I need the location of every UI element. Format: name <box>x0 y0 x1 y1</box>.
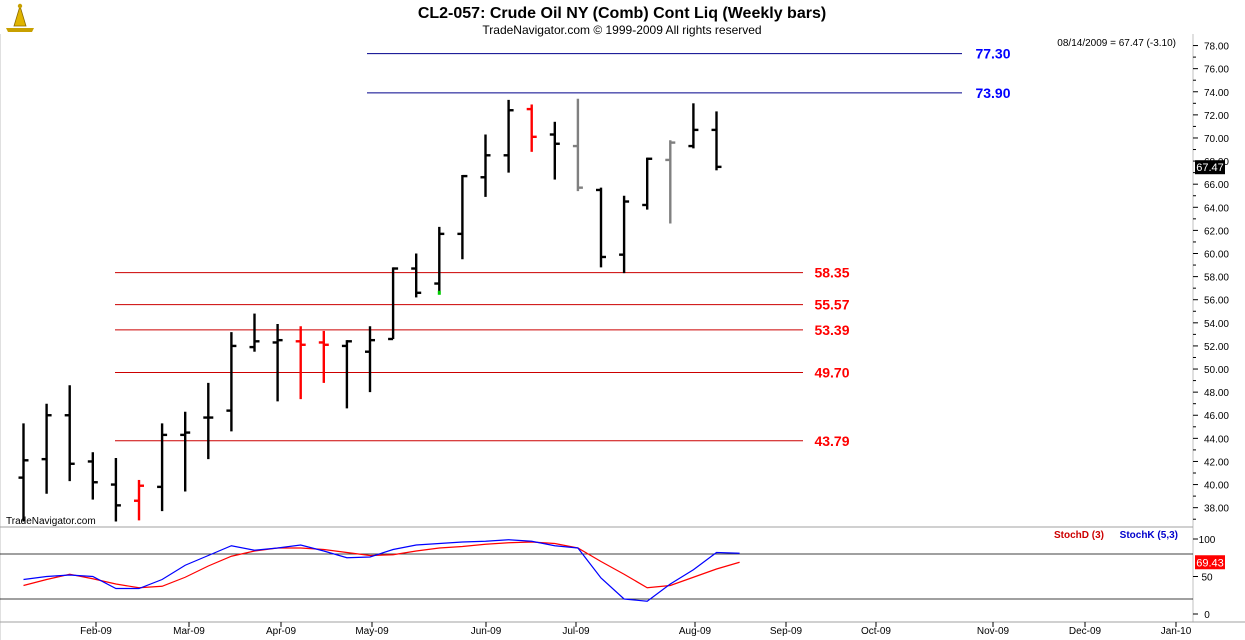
copyright-notice: TradeNavigator.com © 1999-2009 All right… <box>482 23 761 37</box>
price-tick-label-4: 46.00 <box>1204 411 1229 422</box>
price-tick-label-11: 60.00 <box>1204 250 1229 261</box>
stochastic-axis: 0 50 100 <box>1193 535 1216 621</box>
level-label-6: 43.79 <box>814 433 849 449</box>
time-tick-label-8: Oct-09 <box>861 626 891 637</box>
price-bar-17 <box>411 253 422 298</box>
price-tick-label-7: 52.00 <box>1204 342 1229 353</box>
stoch-value: 69.43 <box>1196 557 1224 569</box>
time-tick-label-11: Jan-10 <box>1161 626 1192 637</box>
price-bar-11 <box>272 323 283 402</box>
watermark: TradeNavigator.com <box>6 516 96 527</box>
price-bar-27 <box>642 157 653 210</box>
price-bar-12 <box>295 326 306 400</box>
price-bar-15 <box>365 326 375 393</box>
stoch-tick-label-1: 50 <box>1201 573 1213 584</box>
level-label-1: 73.90 <box>975 85 1010 101</box>
price-bar-26 <box>619 195 630 274</box>
price-tick-label-9: 56.00 <box>1204 296 1229 307</box>
stochk-legend: StochK (5,3) <box>1120 530 1178 541</box>
chart-title: CL2-057: Crude Oil NY (Comb) Cont Liq (W… <box>418 5 826 22</box>
time-tick-label-1: Mar-09 <box>173 626 205 637</box>
time-tick-label-6: Aug-09 <box>679 626 712 637</box>
time-tick-label-10: Dec-09 <box>1069 626 1102 637</box>
level-label-3: 55.57 <box>814 297 849 313</box>
price-bar-7 <box>180 411 191 492</box>
last-price-box <box>1195 160 1225 175</box>
price-bar-30 <box>711 111 722 171</box>
price-tick-label-19: 76.00 <box>1204 65 1229 76</box>
price-bar-0 <box>18 423 29 522</box>
stoch-series-1 <box>23 539 740 602</box>
price-tick-label-17: 72.00 <box>1204 111 1229 122</box>
price-tick-label-16: 70.00 <box>1204 134 1229 145</box>
stoch-value-tag: 69.43 <box>1195 555 1225 570</box>
level-label-0: 77.30 <box>975 46 1010 62</box>
green-marker <box>437 290 441 295</box>
price-bar-29 <box>688 103 699 149</box>
price-bar-25 <box>596 187 606 268</box>
price-tick-label-12: 62.00 <box>1204 226 1229 237</box>
price-tick-label-1: 40.00 <box>1204 481 1229 492</box>
last-quote: 08/14/2009 = 67.47 (-3.10) <box>1057 38 1176 49</box>
price-bar-2 <box>64 385 75 482</box>
time-tick-label-3: May-09 <box>355 626 389 637</box>
price-tick-label-18: 74.00 <box>1204 88 1229 99</box>
stoch-tick-label-2: 100 <box>1199 535 1216 546</box>
price-bar-20 <box>480 134 491 197</box>
price-bar-24 <box>572 98 583 192</box>
level-label-4: 53.39 <box>814 322 849 338</box>
time-tick-label-7: Sep-09 <box>770 626 803 637</box>
last-price-value: 67.47 <box>1196 162 1224 174</box>
price-bar-10 <box>249 313 260 352</box>
price-bar-8 <box>203 382 214 460</box>
price-tick-label-2: 42.00 <box>1204 457 1229 468</box>
level-label-2: 58.35 <box>814 265 849 281</box>
trade-navigator-logo <box>6 3 34 32</box>
price-bar-22 <box>526 104 537 152</box>
last-price-tag: 67.47 <box>1195 160 1225 175</box>
time-tick-label-4: Jun-09 <box>471 626 502 637</box>
price-tick-label-20: 78.00 <box>1204 42 1229 53</box>
time-axis: Feb-09 Mar-09 Apr-09 May-09 Jun-09 Jul-09 Aug-… <box>80 622 1192 637</box>
price-tick-label-10: 58.00 <box>1204 273 1229 284</box>
price-bar-14 <box>341 340 352 409</box>
stoch-tick-label-0: 0 <box>1204 610 1210 621</box>
price-bar-16 <box>388 267 399 341</box>
price-bar-23 <box>549 121 560 180</box>
price-bar-18 <box>434 226 445 294</box>
price-bar-1 <box>41 403 52 494</box>
price-tick-label-6: 50.00 <box>1204 365 1229 376</box>
stochd-legend: StochD (3) <box>1054 530 1104 541</box>
price-bar-6 <box>157 423 168 512</box>
price-tick-label-5: 48.00 <box>1204 388 1229 399</box>
price-bar-4 <box>110 457 121 522</box>
price-tick-label-14: 66.00 <box>1204 180 1229 191</box>
price-axis: 38.00 40.00 42.00 44.00 46.00 48.00 50.00 52.00… <box>1193 42 1229 520</box>
price-bar-5 <box>134 479 144 521</box>
stoch-value-box <box>1195 555 1225 570</box>
price-bars <box>18 98 722 522</box>
level-lines: 77.30 73.90 58.35 55.57 53.39 49.70 43.79 <box>115 46 1011 449</box>
price-bar-13 <box>318 330 329 383</box>
price-tick-label-13: 64.00 <box>1204 203 1229 214</box>
price-tick-label-0: 38.00 <box>1204 504 1229 515</box>
price-bar-19 <box>457 174 468 260</box>
time-tick-label-2: Apr-09 <box>266 626 296 637</box>
stochastic-pane <box>0 539 1193 602</box>
price-tick-label-8: 54.00 <box>1204 319 1229 330</box>
price-bar-9 <box>226 332 237 432</box>
time-tick-label-5: Jul-09 <box>562 626 590 637</box>
stoch-series-0 <box>23 541 740 589</box>
price-bar-21 <box>503 99 514 173</box>
time-tick-label-0: Feb-09 <box>80 626 112 637</box>
time-tick-label-9: Nov-09 <box>977 626 1010 637</box>
price-tick-label-3: 44.00 <box>1204 434 1229 445</box>
level-label-5: 49.70 <box>814 365 849 381</box>
price-bar-3 <box>87 452 98 500</box>
price-bar-28 <box>665 140 676 224</box>
